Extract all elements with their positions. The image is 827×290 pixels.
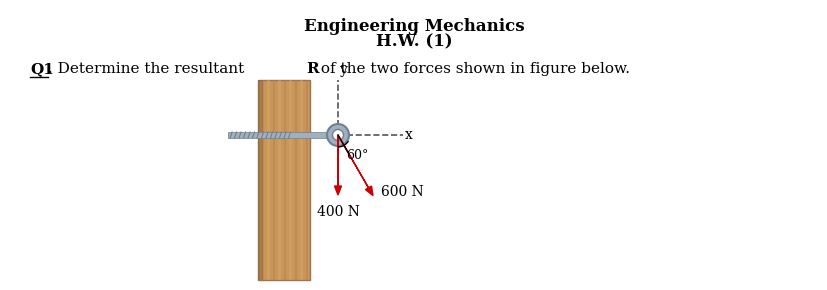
Circle shape (332, 130, 343, 140)
Bar (300, 80, 303, 280)
Text: 60°: 60° (346, 149, 368, 162)
Text: 600 N: 600 N (380, 185, 423, 199)
Text: Engineering Mechanics: Engineering Mechanics (304, 18, 523, 35)
Text: of the two forces shown in figure below.: of the two forces shown in figure below. (316, 62, 629, 76)
Bar (258, 80, 309, 280)
FancyArrow shape (337, 135, 372, 196)
Bar (258, 80, 263, 280)
Text: . Determine the resultant: . Determine the resultant (48, 62, 249, 76)
Bar (294, 80, 297, 280)
Text: y: y (340, 63, 347, 77)
Bar (261, 80, 264, 280)
Bar (227, 132, 337, 138)
Bar (273, 80, 275, 280)
Circle shape (327, 124, 348, 146)
Bar (284, 80, 286, 280)
Bar (306, 80, 308, 280)
Text: 400 N: 400 N (316, 205, 359, 219)
Bar (278, 80, 280, 280)
Text: R: R (306, 62, 318, 76)
Bar (267, 80, 270, 280)
Text: Q1: Q1 (30, 62, 54, 76)
Text: x: x (404, 128, 413, 142)
Text: H.W. (1): H.W. (1) (375, 33, 452, 50)
FancyArrow shape (334, 135, 341, 195)
Bar (289, 80, 292, 280)
